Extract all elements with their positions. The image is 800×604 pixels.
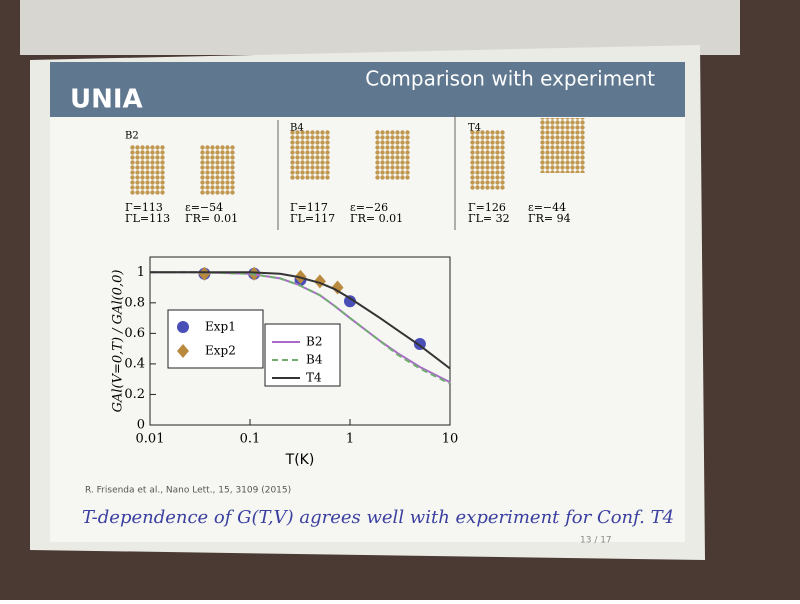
molecule-image	[200, 145, 235, 195]
x-axis-label: T(K)	[285, 452, 315, 468]
page-number: 13 / 17	[580, 536, 612, 546]
legend-marker	[177, 344, 189, 358]
structure-label: B2	[125, 131, 139, 142]
legend-marker	[177, 321, 189, 333]
structure-param: ΓR= 94	[528, 212, 571, 225]
y-tick-label: 0.6	[124, 326, 145, 341]
y-tick-label: 0.8	[124, 295, 145, 310]
legend-label: Exp2	[205, 344, 236, 358]
y-tick-label: 0.4	[124, 356, 145, 371]
structure-param: ΓL= 32	[468, 212, 510, 225]
line	[150, 271, 451, 385]
header-band	[50, 62, 685, 117]
structure-param: Γ=117	[290, 201, 328, 214]
legend-box	[167, 309, 264, 369]
structure-label: T4	[468, 123, 481, 134]
point	[344, 295, 356, 308]
structure-label: B4	[290, 123, 304, 134]
line	[150, 271, 451, 370]
x-tick-label: 0.1	[240, 432, 261, 447]
legend-label: B2	[306, 335, 322, 349]
plot-frame	[149, 256, 451, 426]
molecule-image	[130, 145, 165, 195]
logo: UNIA	[70, 85, 143, 115]
y-axis-label: GAl(V=0,T) / GAl(0,0)	[111, 270, 126, 413]
structure-param: ε=−26	[350, 201, 388, 214]
x-tick-label: 1	[346, 432, 354, 447]
y-tick-label: 1	[137, 265, 145, 280]
structure-param: ΓL=117	[290, 212, 335, 225]
structure-param: ε=−44	[528, 201, 566, 214]
y-tick-label: 0.2	[124, 387, 145, 402]
slide	[50, 62, 685, 542]
structure-param: Γ=126	[468, 201, 506, 214]
y-tick-label: 0	[137, 418, 145, 433]
point	[331, 280, 344, 295]
structure-param: ΓR= 0.01	[185, 212, 238, 225]
molecule-image	[470, 130, 505, 190]
point	[198, 266, 211, 281]
x-tick-label: 0.01	[136, 432, 165, 447]
legend-label: B4	[306, 353, 323, 367]
citation: R. Frisenda et al., Nano Lett., 15, 3109…	[85, 486, 291, 496]
molecule-image	[290, 130, 330, 180]
slide-title: Comparison with experiment	[365, 67, 655, 91]
legend-label: Exp1	[205, 320, 236, 334]
structure-param: Γ=113	[125, 201, 163, 214]
chart: 0 0.2 0.4 0.6 0.8 1 0.01 0.1 1 10 T(K) GAl(V=0,T) /…	[111, 256, 459, 468]
structure-param: ΓR= 0.01	[350, 212, 403, 225]
legend-label: T4	[306, 371, 322, 385]
caption: T-dependence of G(T,V) agrees well with …	[82, 507, 674, 528]
structure-param: ε=−54	[185, 201, 223, 214]
screen-top	[20, 0, 740, 55]
structure-param: ΓL=113	[125, 212, 170, 225]
molecule-image	[375, 130, 410, 180]
x-tick-label: 10	[442, 432, 459, 447]
molecule-image	[540, 118, 585, 173]
legend-box	[264, 323, 341, 387]
